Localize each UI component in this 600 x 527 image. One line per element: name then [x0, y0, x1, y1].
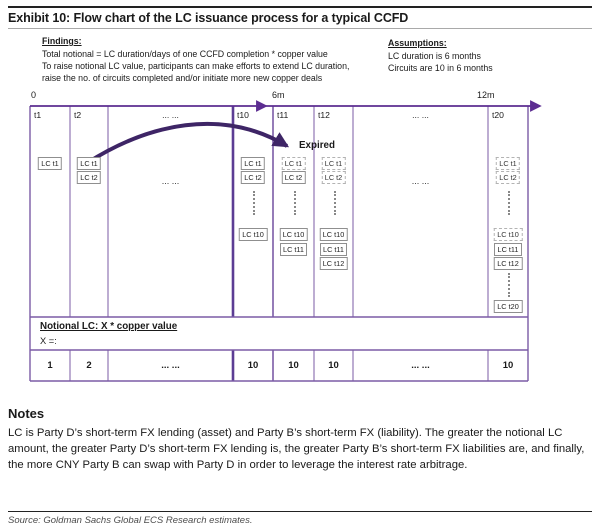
vertical-ellipsis-dots — [293, 191, 296, 215]
bottom-rule — [8, 511, 592, 512]
lc-box: LC t12 — [493, 257, 523, 270]
lc-box-expired: LC t1 — [281, 157, 306, 170]
lc-box-expired: LC t2 — [321, 171, 346, 184]
ellipsis-text: ... ... — [161, 176, 180, 186]
time-marker-6m: 6m — [272, 90, 285, 100]
lc-box: LC t1 — [76, 157, 102, 170]
column-header: t1 — [34, 110, 42, 120]
title-divider — [8, 28, 592, 29]
lc-box: LC t2 — [76, 171, 102, 184]
x-value-cell: 10 — [502, 360, 514, 371]
timeline-column-t1: t1 LC t1 — [30, 106, 70, 317]
findings-heading: Findings: — [42, 36, 82, 46]
column-header: t10 — [237, 110, 249, 120]
notes-body: LC is Party D’s short-term FX lending (a… — [8, 427, 585, 471]
x-value-cell: 1 — [47, 360, 53, 371]
notional-x-label: X =: — [40, 336, 57, 346]
lc-box: LC t11 — [279, 242, 308, 256]
assumptions-heading: Assumptions: — [388, 38, 447, 48]
time-marker-0: 0 — [31, 90, 37, 100]
lc-box: LC t12 — [319, 257, 348, 270]
lc-box: LC t2 — [240, 171, 266, 184]
x-value-cell: 10 — [288, 360, 299, 371]
column-header: t12 — [318, 110, 330, 120]
x-value-cell: ... ... — [411, 360, 430, 371]
notional-heading: Notional LC: X * copper value — [40, 321, 178, 332]
x-value-cell: 10 — [328, 360, 339, 371]
findings-block: Findings: Total notional = LC duration/d… — [42, 36, 349, 84]
lc-box-expired: LC t10 — [493, 228, 523, 241]
x-value-cell: 2 — [86, 360, 92, 371]
ellipsis-text: ... ... — [411, 176, 430, 186]
vertical-ellipsis-dots — [508, 191, 510, 215]
column-header: ... ... — [412, 110, 429, 120]
column-header: ... ... — [162, 110, 179, 120]
lc-box: LC t20 — [493, 300, 523, 313]
lc-box: LC t10 — [238, 228, 268, 241]
timeline-column-t2: t2 LC t1 LC t2 — [70, 106, 108, 317]
findings-line: To raise notional LC value, participants… — [42, 61, 350, 71]
timeline-column-: ... ... ... ... — [108, 106, 233, 317]
lc-box: LC t1 — [37, 157, 63, 170]
lc-box-expired: LC t1 — [495, 157, 521, 170]
source-line: Source: Goldman Sachs Global ECS Researc… — [8, 515, 253, 526]
timeline-column-t10: t10 LC t1 LC t2 LC t10 — [233, 106, 273, 317]
findings-line: Total notional = LC duration/days of one… — [42, 49, 328, 59]
column-header: t20 — [492, 110, 504, 120]
timeline-column-t12: t12 LC t1 LC t2 LC t10 LC t11 LC t12 — [314, 106, 353, 317]
x-value-cell: 10 — [247, 360, 259, 371]
lc-box: LC t2 — [281, 171, 306, 184]
lc-box-expired: LC t2 — [495, 171, 521, 184]
vertical-ellipsis-dots — [253, 191, 255, 215]
column-header: t2 — [74, 110, 82, 120]
x-value-cell: ... ... — [161, 360, 180, 371]
timeline-column-: ... ... ... ... — [353, 106, 488, 317]
assumptions-block: Assumptions: LC duration is 6 months Cir… — [388, 38, 493, 74]
lc-box-expired: LC t1 — [321, 157, 346, 170]
assumptions-line: LC duration is 6 months — [388, 51, 481, 61]
findings-line: raise the no. of circuits completed and/… — [42, 73, 323, 83]
lc-box: LC t11 — [494, 242, 522, 256]
expired-label: Expired — [299, 140, 335, 151]
column-header: t11 — [277, 110, 289, 120]
lc-box: LC t11 — [319, 242, 348, 256]
lc-box: LC t10 — [319, 228, 348, 241]
timeline-column-t11: t11 LC t1 LC t2 LC t10 LC t11 — [273, 106, 314, 317]
time-marker-12m: 12m — [477, 90, 495, 100]
assumptions-line: Circuits are 10 in 6 months — [388, 63, 493, 73]
vertical-ellipsis-dots — [333, 191, 336, 215]
timeline-column-t20: t20 LC t1 LC t2 LC t10 LC t11 LC t12 LC t20 — [488, 106, 528, 317]
lc-box: LC t1 — [240, 157, 266, 170]
notes-heading: Notes — [8, 406, 45, 421]
top-rule — [8, 6, 592, 8]
lc-box: LC t10 — [279, 228, 308, 241]
exhibit-title: Exhibit 10: Flow chart of the LC issuanc… — [8, 11, 409, 25]
vertical-ellipsis-dots — [508, 273, 510, 297]
